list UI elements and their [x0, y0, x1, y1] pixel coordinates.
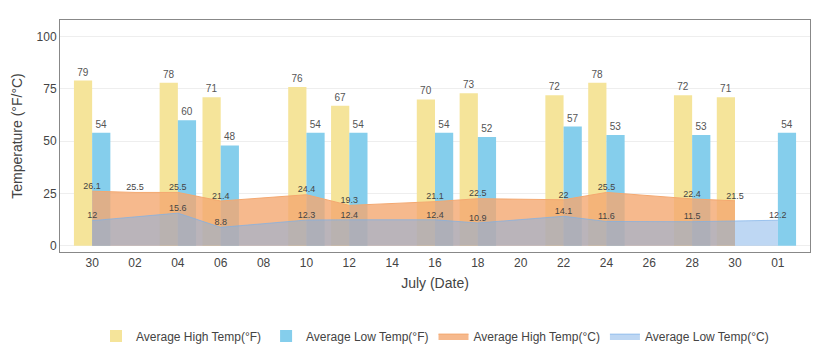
svg-text:06: 06 — [214, 256, 228, 270]
svg-text:15.6: 15.6 — [169, 203, 187, 213]
svg-text:78: 78 — [592, 69, 604, 80]
svg-text:72: 72 — [549, 81, 561, 92]
svg-text:21.4: 21.4 — [212, 191, 230, 201]
svg-text:08: 08 — [257, 256, 271, 270]
svg-text:22.4: 22.4 — [683, 189, 701, 199]
svg-text:48: 48 — [224, 131, 236, 142]
svg-text:Temperature (°F/°C): Temperature (°F/°C) — [9, 73, 25, 199]
svg-text:67: 67 — [334, 92, 346, 103]
svg-text:12.4: 12.4 — [426, 210, 444, 220]
svg-text:71: 71 — [720, 83, 732, 94]
svg-text:22: 22 — [559, 190, 569, 200]
svg-text:26.1: 26.1 — [83, 181, 101, 191]
svg-text:21.5: 21.5 — [726, 191, 744, 201]
svg-text:26: 26 — [643, 256, 657, 270]
svg-text:50: 50 — [43, 134, 57, 148]
svg-text:79: 79 — [77, 67, 89, 78]
svg-text:12: 12 — [87, 210, 97, 220]
svg-text:73: 73 — [463, 79, 475, 90]
svg-text:01: 01 — [771, 256, 785, 270]
svg-text:54: 54 — [353, 119, 365, 130]
svg-text:72: 72 — [677, 81, 689, 92]
svg-text:30: 30 — [728, 256, 742, 270]
svg-text:14.1: 14.1 — [555, 206, 573, 216]
svg-text:11.5: 11.5 — [684, 211, 701, 221]
svg-text:12.2: 12.2 — [769, 210, 787, 220]
svg-text:76: 76 — [292, 73, 304, 84]
svg-text:54: 54 — [95, 119, 107, 130]
svg-text:71: 71 — [206, 83, 218, 94]
svg-text:18: 18 — [471, 256, 485, 270]
svg-text:Average High Temp(°C): Average High Temp(°C) — [474, 330, 600, 344]
svg-text:12: 12 — [343, 256, 357, 270]
svg-text:75: 75 — [43, 82, 57, 96]
svg-text:24: 24 — [600, 256, 614, 270]
svg-text:78: 78 — [163, 69, 175, 80]
svg-text:July (Date): July (Date) — [401, 275, 469, 291]
svg-text:70: 70 — [420, 85, 432, 96]
svg-text:11.6: 11.6 — [598, 211, 615, 221]
svg-text:10.9: 10.9 — [469, 213, 487, 223]
svg-text:20: 20 — [514, 256, 528, 270]
svg-text:Average Low Temp(°C): Average Low Temp(°C) — [645, 330, 769, 344]
svg-text:04: 04 — [171, 256, 185, 270]
svg-text:16: 16 — [428, 256, 442, 270]
svg-text:22: 22 — [557, 256, 571, 270]
svg-text:25.5: 25.5 — [598, 182, 616, 192]
svg-text:53: 53 — [695, 121, 707, 132]
svg-text:24.4: 24.4 — [298, 184, 316, 194]
svg-text:60: 60 — [181, 106, 193, 117]
svg-text:25: 25 — [43, 187, 57, 201]
svg-text:54: 54 — [310, 119, 322, 130]
svg-text:100: 100 — [37, 30, 57, 44]
svg-text:25.5: 25.5 — [169, 182, 187, 192]
svg-text:57: 57 — [567, 113, 579, 124]
svg-text:Average High Temp(°F): Average High Temp(°F) — [136, 330, 261, 344]
svg-text:Average Low Temp(°F): Average Low Temp(°F) — [306, 330, 428, 344]
svg-text:25.5: 25.5 — [126, 182, 144, 192]
svg-text:0: 0 — [50, 239, 57, 253]
svg-text:54: 54 — [781, 119, 793, 130]
svg-text:02: 02 — [128, 256, 142, 270]
svg-text:52: 52 — [481, 123, 493, 134]
svg-text:28: 28 — [685, 256, 699, 270]
svg-text:12.3: 12.3 — [298, 210, 316, 220]
svg-text:21.1: 21.1 — [426, 191, 444, 201]
svg-text:22.5: 22.5 — [469, 188, 487, 198]
svg-text:10: 10 — [300, 256, 314, 270]
svg-text:12.4: 12.4 — [341, 210, 359, 220]
svg-text:8.8: 8.8 — [214, 217, 227, 227]
svg-text:54: 54 — [438, 119, 450, 130]
svg-text:14: 14 — [385, 256, 399, 270]
svg-text:53: 53 — [610, 121, 622, 132]
svg-text:30: 30 — [85, 256, 99, 270]
svg-text:19.3: 19.3 — [341, 195, 359, 205]
